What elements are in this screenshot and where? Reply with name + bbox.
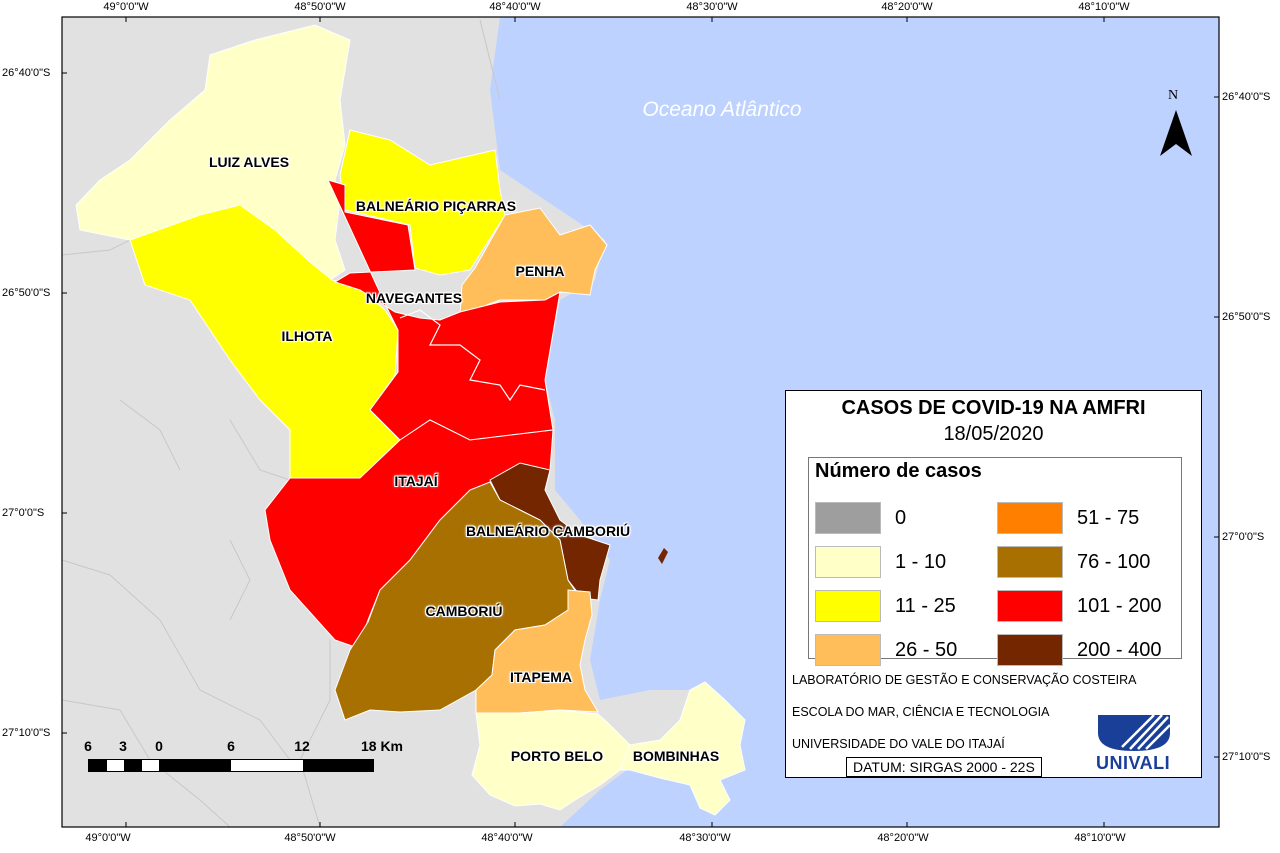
coord-left-1: 26°40'0"S	[2, 67, 51, 79]
scale-label-6: 6	[227, 738, 235, 754]
region-navegantes[interactable]	[327, 179, 561, 441]
scale-label-18: 18 Km	[360, 738, 404, 754]
legend-item-200-400: 200 - 400	[997, 634, 1177, 668]
label-balneario-picarras: BALNEÁRIO PIÇARRAS	[355, 198, 517, 214]
legend-categories: Número de casos 0 1 - 10 11 - 25 26 - 50…	[808, 457, 1182, 666]
label-ilhota: ILHOTA	[281, 328, 333, 344]
scale-label-3: 3	[119, 738, 127, 754]
coord-bottom-2: 48°50'0"W	[284, 832, 336, 844]
coord-right-3: 27°0'0"S	[1222, 531, 1265, 543]
map-border	[61, 16, 1220, 828]
legend-item-76-100: 76 - 100	[997, 546, 1177, 580]
legend-swatch	[997, 590, 1063, 622]
north-label: N	[1168, 88, 1179, 103]
legend-swatch	[997, 502, 1063, 534]
legend-item-11-25: 11 - 25	[815, 590, 995, 624]
legend-label: 1 - 10	[895, 551, 947, 573]
graticule-ticks	[62, 17, 1219, 827]
legend-item-51-75: 51 - 75	[997, 502, 1177, 536]
legend-label: 51 - 75	[1077, 507, 1140, 529]
credit-school: ESCOLA DO MAR, CIÊNCIA E TECNOLOGIA	[792, 705, 1050, 719]
coord-left-4: 27°10'0"S	[2, 727, 51, 739]
legend-label: 200 - 400	[1077, 639, 1162, 661]
univali-logo-icon	[1098, 714, 1171, 751]
label-bombinhas: BOMBINHAS	[632, 748, 720, 764]
legend-label: 11 - 25	[895, 595, 956, 617]
univali-logo-text: UNIVALI	[1096, 753, 1171, 773]
coord-top-1: 49°0'0"W	[103, 1, 149, 13]
coord-top-5: 48°20'0"W	[881, 1, 933, 13]
scale-label-6-left: 6	[84, 738, 92, 754]
legend-swatch	[815, 546, 881, 578]
legend-swatch	[815, 502, 881, 534]
north-arrow-icon	[1160, 110, 1192, 156]
coord-left-3: 27°0'0"S	[2, 507, 45, 519]
legend-item-0: 0	[815, 502, 995, 536]
legend-swatch	[997, 634, 1063, 666]
legend-label: 101 - 200	[1077, 595, 1162, 617]
region-penha[interactable]	[459, 207, 608, 316]
coord-right-2: 26°50'0"S	[1222, 311, 1271, 323]
island	[658, 548, 668, 564]
coord-bottom-3: 48°40'0"W	[481, 832, 533, 844]
scale-bar: 6 3 0 6 12 18 Km	[72, 735, 403, 780]
legend-label: 76 - 100	[1077, 551, 1151, 573]
coord-right-1: 26°40'0"S	[1222, 91, 1271, 103]
coord-bottom-4: 48°30'0"W	[679, 832, 731, 844]
credit-lab: LABORATÓRIO DE GESTÃO E CONSERVAÇÃO COST…	[792, 673, 1137, 687]
coord-left-2: 26°50'0"S	[2, 287, 51, 299]
label-balneario-camboriu: BALNEÁRIO CAMBORIÚ	[465, 523, 631, 539]
label-navegantes: NAVEGANTES	[365, 290, 463, 306]
legend-date: 18/05/2020	[943, 423, 1044, 445]
region-bombinhas[interactable]	[619, 681, 746, 816]
label-itajai: ITAJAÍ	[394, 473, 438, 489]
scale-label-12: 12	[294, 738, 310, 754]
coord-top-2: 48°50'0"W	[294, 1, 346, 13]
label-porto-belo: PORTO BELO	[510, 748, 604, 764]
legend-swatch	[815, 590, 881, 622]
scale-bar-segments	[88, 759, 374, 772]
river-itajai-acu	[399, 309, 546, 402]
legend-swatch	[997, 546, 1063, 578]
legend-label: 0	[895, 507, 907, 529]
label-luiz-alves: LUIZ ALVES	[208, 154, 290, 170]
outside-boundaries	[61, 19, 501, 828]
coord-bottom-6: 48°10'0"W	[1074, 832, 1126, 844]
legend-label: 26 - 50	[895, 639, 958, 661]
legend-subtitle: Número de casos	[815, 460, 982, 482]
legend-panel: CASOS DE COVID-19 NA AMFRI 18/05/2020 Nú…	[785, 390, 1202, 778]
datum-box: DATUM: SIRGAS 2000 - 22S	[846, 757, 1042, 777]
coord-bottom-1: 49°0'0"W	[85, 832, 131, 844]
legend-item-101-200: 101 - 200	[997, 590, 1177, 624]
scale-label-0: 0	[155, 738, 163, 754]
legend-item-1-10: 1 - 10	[815, 546, 995, 580]
coord-top-4: 48°30'0"W	[686, 1, 738, 13]
coord-right-4: 27°10'0"S	[1222, 751, 1271, 763]
legend-swatch	[815, 634, 881, 666]
label-itapema: ITAPEMA	[510, 669, 572, 685]
legend-item-26-50: 26 - 50	[815, 634, 995, 668]
ocean-label: Oceano Atlântico	[642, 98, 802, 121]
legend-title: CASOS DE COVID-19 NA AMFRI	[841, 397, 1146, 419]
coord-top-6: 48°10'0"W	[1078, 1, 1130, 13]
coord-bottom-5: 48°20'0"W	[877, 832, 929, 844]
region-porto-belo[interactable]	[471, 709, 631, 811]
label-camboriu: CAMBORIÚ	[425, 603, 503, 619]
credit-university: UNIVERSIDADE DO VALE DO ITAJAÍ	[792, 737, 1005, 751]
label-penha: PENHA	[515, 263, 565, 279]
coord-top-3: 48°40'0"W	[489, 1, 541, 13]
